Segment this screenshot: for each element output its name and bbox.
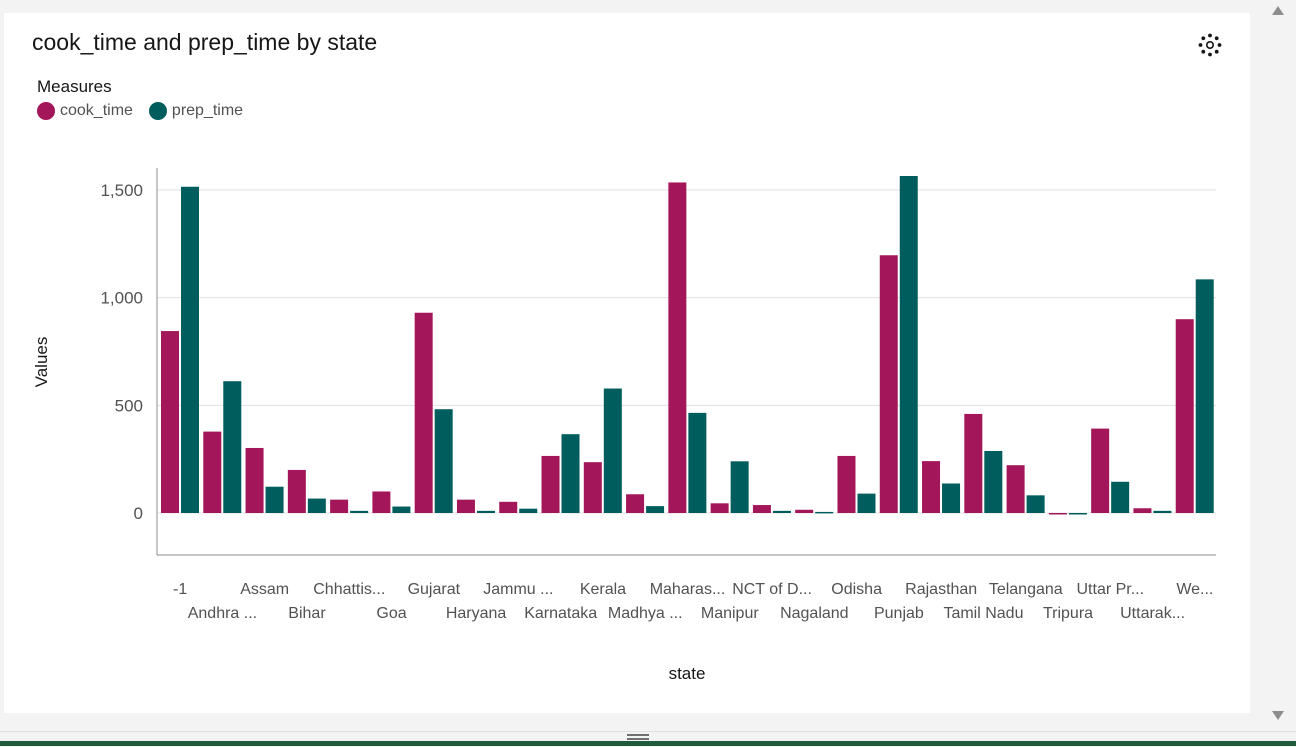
x-tick-label: Telangana <box>989 581 1063 598</box>
bar-prep-time <box>434 409 453 513</box>
legend: cook_time prep_time <box>37 102 243 120</box>
bar-cook-time <box>837 455 856 513</box>
bar-cook-time <box>922 461 941 513</box>
legend-swatch-prep-time <box>148 102 167 120</box>
bar-prep-time <box>1195 279 1214 513</box>
x-tick-label: Assam <box>240 581 289 598</box>
bar-prep-time <box>307 498 326 513</box>
x-tick-label: Rajasthan <box>905 581 977 598</box>
x-tick-label: Gujarat <box>408 581 461 598</box>
bar-prep-time <box>772 510 791 513</box>
bar-cook-time <box>499 501 518 513</box>
x-tick-label: Bihar <box>288 605 326 622</box>
x-tick-label: Tamil Nadu <box>943 605 1023 622</box>
bar-cook-time <box>330 499 349 513</box>
bar-cook-time <box>456 499 475 513</box>
bar-cook-time <box>203 431 222 513</box>
bar-cook-time <box>287 469 306 513</box>
chart-title: cook_time and prep_time by state <box>32 29 378 55</box>
bar-cook-time <box>964 413 983 513</box>
bar-prep-time <box>730 461 749 513</box>
y-tick-label: 1,000 <box>100 289 143 308</box>
x-tick-label: Nagaland <box>780 605 849 622</box>
bar-cook-time <box>1048 513 1067 515</box>
bar-prep-time <box>392 506 411 513</box>
bar-prep-time <box>350 510 369 513</box>
bar-prep-time <box>476 510 495 513</box>
x-tick-label: We... <box>1176 581 1213 598</box>
chart-card: cook_time and prep_time by state Measure… <box>4 13 1250 713</box>
legend-label-prep-time: prep_time <box>171 102 244 119</box>
bar-prep-time <box>519 508 538 513</box>
x-tick-label: Uttar Pr... <box>1077 581 1145 598</box>
bar-prep-time <box>265 486 284 513</box>
bar-prep-time <box>815 511 834 514</box>
bar-cook-time <box>668 182 687 514</box>
bar-cook-time <box>1006 465 1025 513</box>
x-tick-label: Goa <box>376 605 406 622</box>
bar-cook-time <box>583 462 602 513</box>
bar-prep-time <box>899 176 918 513</box>
bar-prep-time <box>1068 513 1087 515</box>
bar-prep-time <box>1026 495 1045 513</box>
y-tick-label: 500 <box>115 396 143 415</box>
bar-cook-time <box>879 255 898 513</box>
x-tick-label: Chhattis... <box>313 581 385 598</box>
legend-item-cook-time[interactable]: cook_time <box>37 102 133 120</box>
x-axis-title: state <box>669 664 706 683</box>
y-axis-title: Values <box>32 337 51 388</box>
x-tick-label: Jammu ... <box>483 581 553 598</box>
bar-prep-time <box>1111 481 1130 513</box>
bar-prep-time <box>646 506 665 513</box>
x-tick-label: Karnataka <box>524 605 597 622</box>
bar-cook-time <box>372 491 391 513</box>
x-tick-label: Kerala <box>580 581 626 598</box>
bar-prep-time <box>223 381 242 513</box>
bar-prep-time <box>561 434 580 513</box>
legend-item-prep-time[interactable]: prep_time <box>148 102 244 120</box>
bar-cook-time <box>795 509 814 513</box>
legend-title: Measures <box>37 77 112 96</box>
x-tick-label: Madhya ... <box>608 605 683 622</box>
bar-cook-time <box>161 331 179 513</box>
legend-swatch-cook-time <box>37 102 55 120</box>
resize-handle[interactable] <box>627 734 649 740</box>
x-tick-label: NCT of D... <box>732 581 812 598</box>
x-tick-label: Haryana <box>446 605 507 622</box>
scrollbar[interactable] <box>1267 0 1296 746</box>
chevron-down-icon[interactable] <box>1272 711 1284 720</box>
bar-cook-time <box>752 505 771 513</box>
settings-icon[interactable] <box>1197 32 1223 58</box>
x-tick-label: Maharas... <box>650 581 726 598</box>
bar-prep-time <box>942 483 961 513</box>
bar-prep-time <box>857 493 876 513</box>
bar-cook-time <box>1091 428 1110 513</box>
chevron-up-icon[interactable] <box>1272 6 1284 15</box>
x-tick-label: Andhra ... <box>188 605 257 622</box>
y-tick-label: 1,500 <box>100 181 143 200</box>
y-tick-label: 0 <box>134 504 143 523</box>
x-tick-label: Uttarak... <box>1120 605 1185 622</box>
bar-cook-time <box>541 455 560 513</box>
x-tick-label: Punjab <box>874 605 924 622</box>
bar-prep-time <box>984 450 1003 513</box>
x-tick-label: Tripura <box>1043 605 1093 622</box>
bar-cook-time <box>626 494 645 513</box>
bar-prep-time <box>181 186 199 513</box>
bar-cook-time <box>1133 508 1152 513</box>
bar-cook-time <box>1175 319 1194 513</box>
x-tick-label: -1 <box>173 581 187 598</box>
bar-cook-time <box>710 503 729 513</box>
bar-cook-time <box>245 447 264 513</box>
legend-label-cook-time: cook_time <box>60 102 133 119</box>
bar-prep-time <box>603 388 622 513</box>
bottom-accent-line <box>0 741 1296 746</box>
x-tick-label: Manipur <box>701 605 759 622</box>
bar-prep-time <box>1153 510 1172 513</box>
x-tick-label: Odisha <box>831 581 882 598</box>
bar-prep-time <box>688 412 707 513</box>
bar-cook-time <box>414 312 433 513</box>
